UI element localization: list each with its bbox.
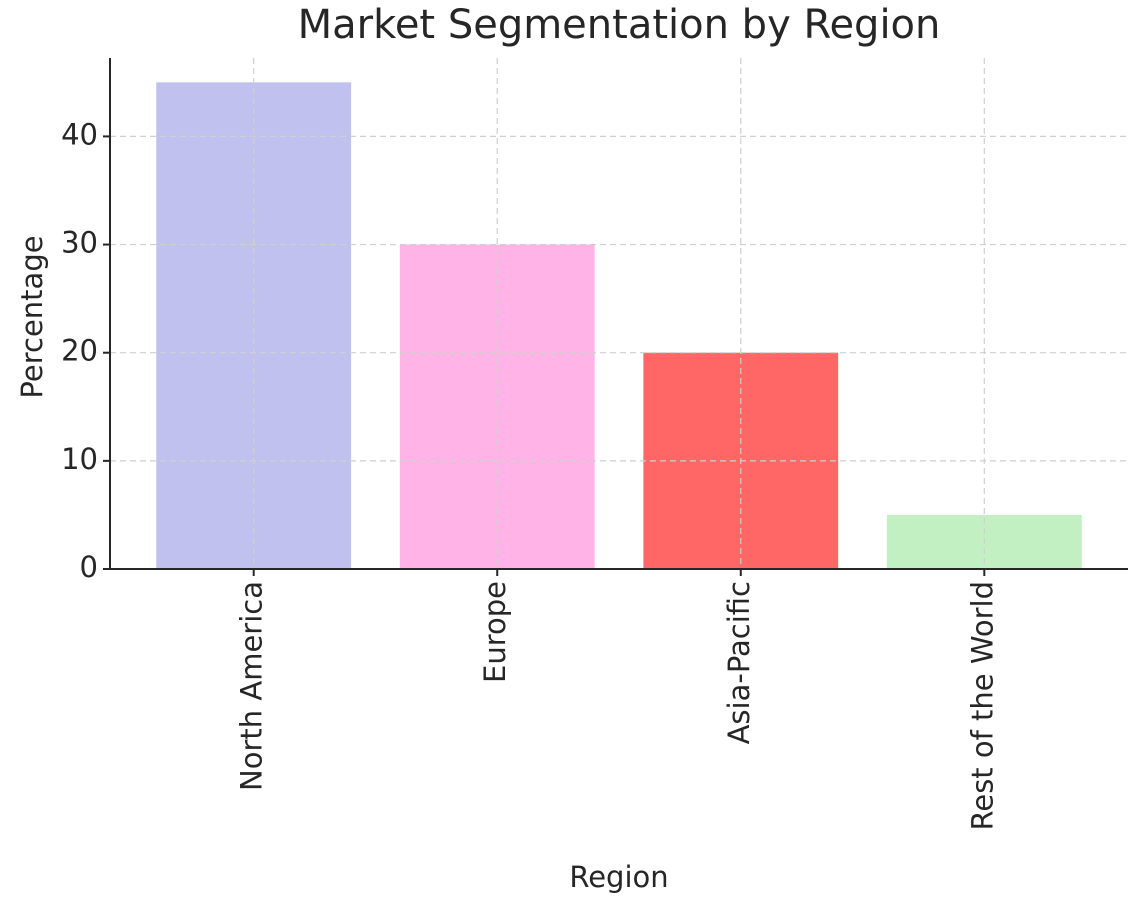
y-tick-label: 10 (61, 442, 98, 476)
x-tick-label: Asia-Pacific (722, 581, 756, 744)
x-tick-label: Europe (478, 581, 512, 683)
y-tick-label: 0 (80, 550, 98, 584)
x-tick-label: Rest of the World (965, 581, 999, 830)
bar (156, 82, 352, 569)
y-axis-label: Percentage (15, 235, 49, 398)
y-tick-label: 40 (61, 117, 98, 151)
y-tick-label: 30 (61, 226, 98, 260)
chart-title: Market Segmentation by Region (298, 2, 941, 48)
x-axis-label: Region (569, 860, 668, 894)
y-tick-label: 20 (61, 334, 98, 368)
x-tick-label: North America (235, 581, 269, 791)
